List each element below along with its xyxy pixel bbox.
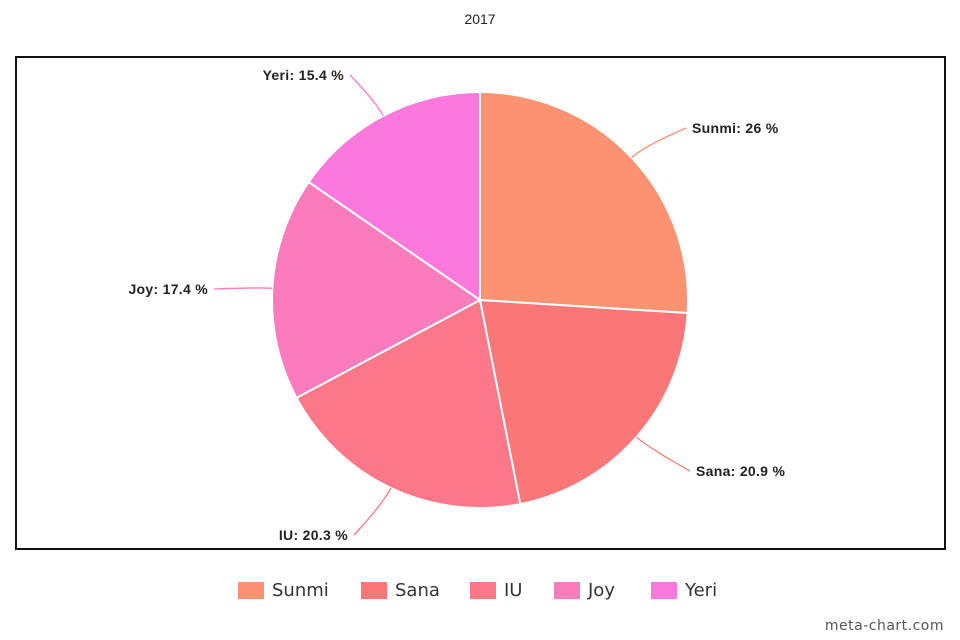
legend: Sunmi Sana IU Joy Yeri <box>0 576 960 606</box>
legend-label: Sana <box>395 579 440 601</box>
data-label-yeri: Yeri: 15.4 % <box>263 67 345 83</box>
pie-slice-sunmi[interactable] <box>479 90 689 315</box>
legend-label: Yeri <box>685 579 718 601</box>
leader-line-sana <box>636 436 691 472</box>
pie-slice-joy[interactable] <box>271 180 482 400</box>
plot-frame <box>15 56 946 550</box>
legend-swatch <box>651 581 677 599</box>
legend-swatch <box>554 581 580 599</box>
chart-title: 2017 <box>464 11 496 27</box>
leader-line-joy <box>213 287 273 290</box>
data-label-sunmi: Sunmi: 26 % <box>692 120 779 136</box>
credit-text: meta-chart.com <box>824 618 944 634</box>
legend-label: Sunmi <box>272 579 329 601</box>
pie-slice-sana[interactable] <box>478 298 689 506</box>
legend-item-yeri[interactable]: Yeri <box>651 576 717 604</box>
legend-item-sana[interactable]: Sana <box>361 576 440 604</box>
leader-line-iu <box>353 487 392 536</box>
data-label-joy: Joy: 17.4 % <box>128 281 208 297</box>
leader-line-sunmi <box>631 127 687 159</box>
legend-swatch <box>238 581 264 599</box>
legend-item-sunmi[interactable]: Sunmi <box>238 576 329 604</box>
legend-item-joy[interactable]: Joy <box>554 576 615 604</box>
legend-item-iu[interactable]: IU <box>470 576 522 604</box>
legend-swatch <box>470 581 496 599</box>
legend-swatch <box>361 581 387 599</box>
leader-line-yeri <box>349 74 384 117</box>
data-label-iu: IU: 20.3 % <box>279 527 348 543</box>
legend-label: Joy <box>588 579 615 601</box>
pie-slice-yeri[interactable] <box>307 90 481 302</box>
legend-label: IU <box>504 579 523 601</box>
pie-slice-iu[interactable] <box>295 298 522 509</box>
data-label-sana: Sana: 20.9 % <box>696 463 785 479</box>
